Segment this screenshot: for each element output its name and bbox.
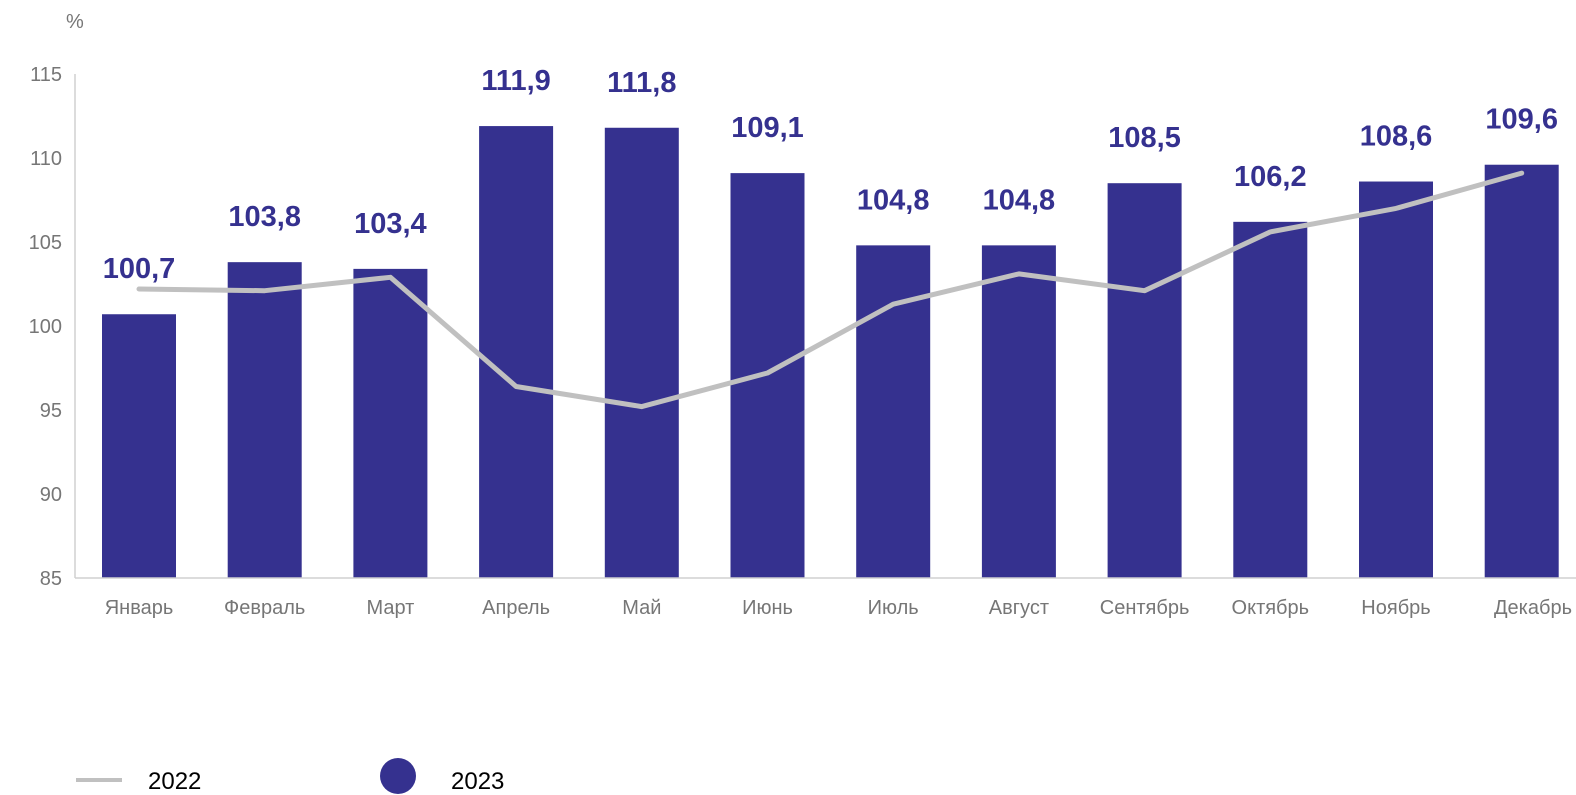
x-tick-label: Июнь: [742, 597, 793, 619]
series-line-2022: [136, 170, 1525, 410]
x-axis: Январь Февраль Март Апрель Май Июнь Июль Август…: [105, 597, 1572, 619]
y-axis: 85 90 95 100 105 110 115: [29, 64, 62, 590]
x-tick-label: Октябрь: [1232, 597, 1310, 619]
x-tick-label: Март: [366, 597, 414, 619]
y-tick-label: 110: [30, 148, 62, 170]
x-tick-label: Декабрь: [1494, 597, 1572, 619]
bar-1: [102, 314, 176, 578]
bar-series: [102, 126, 1559, 579]
x-tick-label: Май: [622, 597, 661, 619]
legend-bar-swatch: [380, 758, 416, 794]
y-tick-label: 115: [30, 64, 62, 86]
bar-7: [856, 245, 931, 579]
bar-9: [1107, 183, 1182, 578]
y-tick-label: 95: [40, 400, 62, 422]
data-label-4: 111,9: [481, 65, 550, 97]
legend-label-2022: 2022: [148, 768, 201, 795]
x-tick-label: Сентябрь: [1100, 597, 1190, 619]
x-tick-label: Ноябрь: [1361, 597, 1430, 619]
bar-12: [1484, 164, 1559, 578]
data-label-7: 104,8: [857, 184, 930, 216]
data-label-6: 109,1: [731, 112, 804, 144]
data-label-5: 111,8: [607, 67, 676, 99]
y-tick-label: 90: [40, 484, 62, 506]
y-unit-label: %: [66, 11, 84, 33]
data-label-9: 108,5: [1108, 122, 1181, 154]
data-label-8: 104,8: [983, 184, 1056, 216]
data-label-1: 100,7: [103, 253, 176, 285]
y-tick-label: 85: [40, 568, 62, 590]
bar-11: [1359, 181, 1433, 578]
bar-2: [227, 262, 302, 578]
x-tick-label: Февраль: [224, 597, 305, 619]
x-tick-label: Июль: [868, 597, 919, 619]
y-tick-label: 100: [29, 316, 62, 338]
data-labels: 100,7 103,8 103,4 111,9 111,8 109,1 104,8 104,8…: [103, 65, 1558, 285]
x-tick-label: Апрель: [482, 597, 550, 619]
x-tick-label: Январь: [105, 597, 174, 619]
data-label-12: 109,6: [1485, 104, 1558, 136]
data-label-11: 108,6: [1360, 121, 1433, 153]
line-series: [136, 170, 1525, 410]
bar-8: [981, 245, 1056, 579]
data-label-2: 103,8: [228, 201, 301, 233]
legend: 2022 2023: [76, 758, 504, 795]
bar-10: [1233, 221, 1308, 578]
bar-5: [604, 127, 679, 578]
data-label-3: 103,4: [354, 208, 427, 240]
y-tick-label: 105: [29, 232, 62, 254]
bar-4: [479, 126, 554, 578]
x-tick-label: Август: [989, 597, 1049, 619]
data-label-10: 106,2: [1234, 161, 1307, 193]
legend-label-2023: 2023: [451, 768, 504, 795]
bar-3: [353, 268, 428, 578]
